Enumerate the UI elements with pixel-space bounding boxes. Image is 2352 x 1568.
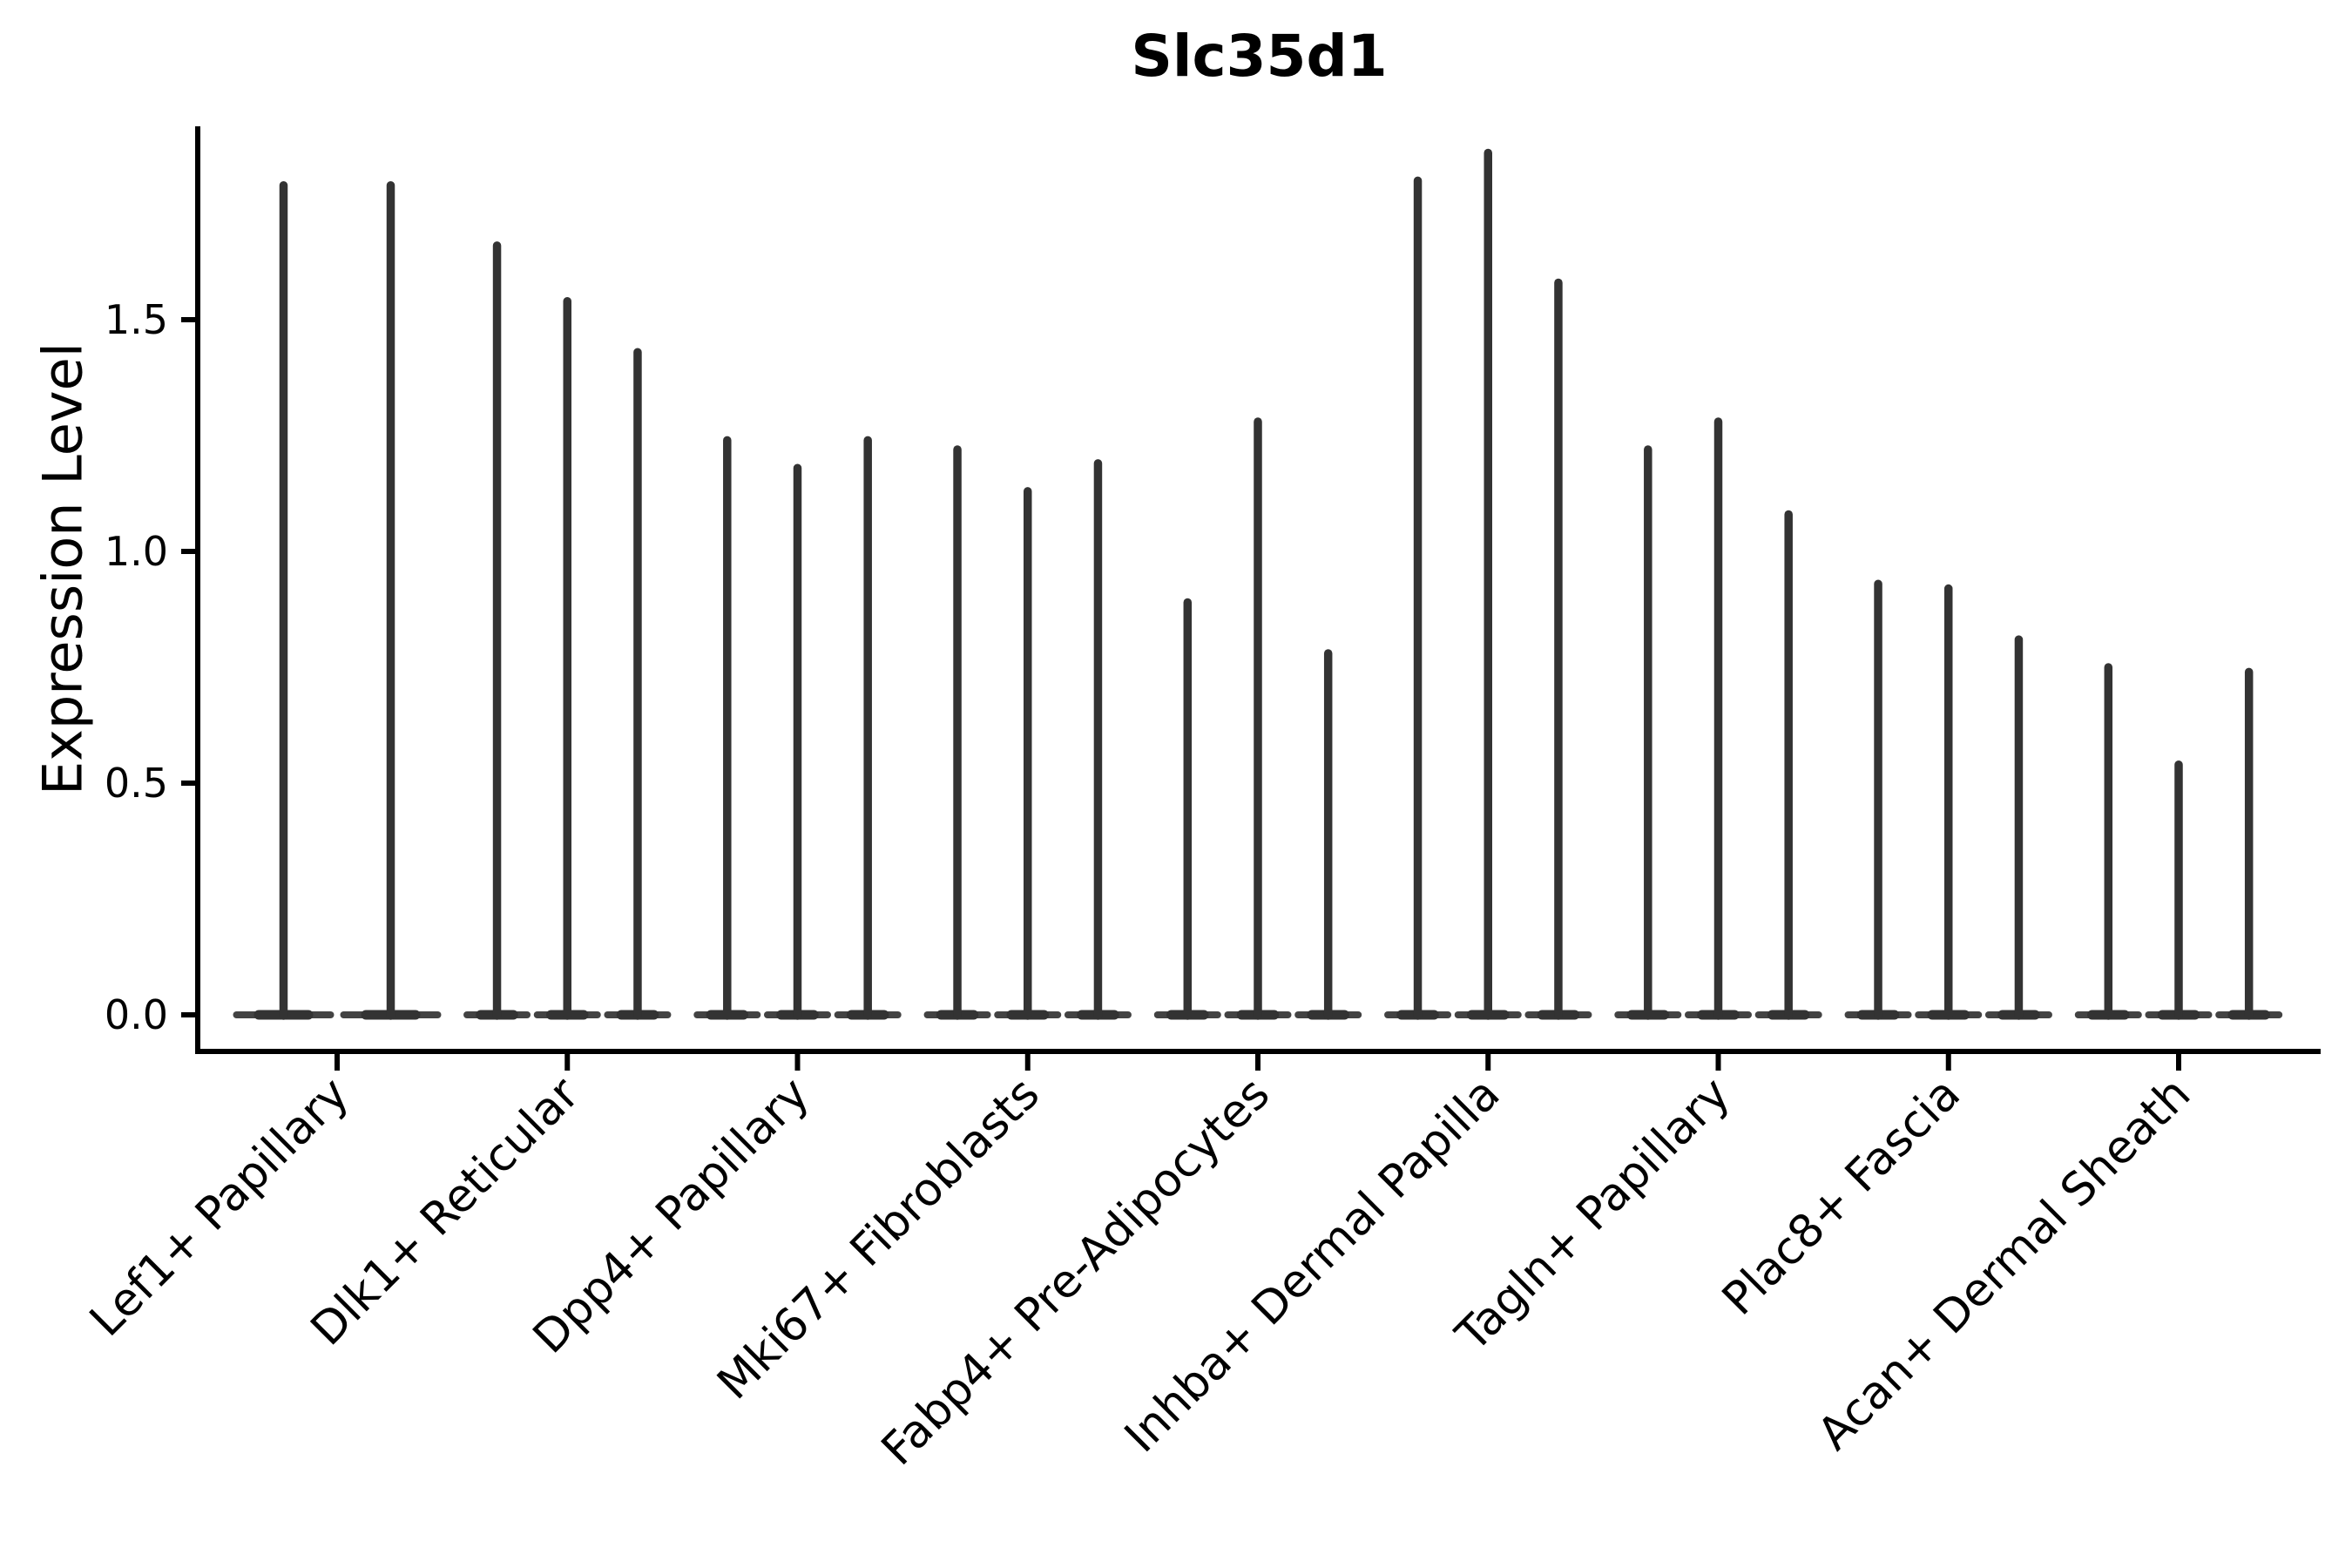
x-category-label: Acan+ Dermal Sheath [1808,1068,2201,1461]
x-category-label: Fabp4+ Pre-Adipocytes [872,1068,1280,1476]
x-category-label: Plac8+ Fascia [1713,1068,1970,1326]
y-tick-label: 1.5 [105,296,168,343]
chart-title: Slc35d1 [1131,23,1388,90]
y-axis-label-text: Expression Level [30,342,95,795]
y-tick-label: 0.5 [105,760,168,807]
y-tick-label: 0.0 [105,991,168,1038]
y-tick-label: 1.0 [105,528,168,575]
x-category-label: Inhba+ Dermal Papilla [1115,1068,1510,1463]
